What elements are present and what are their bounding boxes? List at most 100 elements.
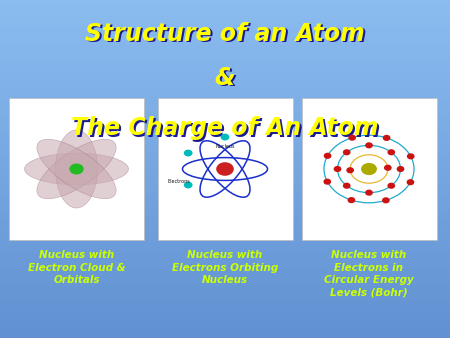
Bar [0, 197, 450, 203]
Bar [9, 98, 144, 240]
Text: Nucleus with
Electrons Orbiting
Nucleus: Nucleus with Electrons Orbiting Nucleus [172, 250, 278, 285]
Bar [0, 287, 450, 293]
Bar [0, 242, 450, 248]
Circle shape [184, 182, 192, 188]
Bar [0, 79, 450, 84]
Circle shape [347, 168, 353, 173]
Bar [0, 56, 450, 62]
Circle shape [217, 163, 233, 175]
Bar [0, 28, 450, 34]
Text: &: & [216, 67, 237, 92]
Circle shape [70, 164, 83, 174]
Circle shape [388, 183, 394, 188]
Ellipse shape [55, 130, 98, 208]
Bar [0, 225, 450, 231]
Bar [0, 152, 450, 158]
Circle shape [349, 135, 356, 140]
Bar [302, 98, 436, 240]
Bar [0, 192, 450, 197]
Bar [0, 180, 450, 186]
Circle shape [362, 164, 376, 174]
Bar [0, 254, 450, 259]
Bar [0, 96, 450, 101]
Circle shape [408, 154, 414, 159]
Circle shape [382, 198, 389, 203]
Circle shape [324, 179, 330, 184]
Bar [0, 17, 450, 23]
Circle shape [385, 165, 391, 170]
Circle shape [344, 183, 350, 188]
Bar [0, 175, 450, 180]
Bar [158, 98, 292, 240]
Circle shape [344, 150, 350, 155]
Bar [0, 73, 450, 79]
Circle shape [397, 167, 404, 171]
Circle shape [383, 136, 390, 140]
Bar [0, 321, 450, 327]
Circle shape [388, 150, 394, 155]
Bar [0, 310, 450, 315]
Ellipse shape [37, 139, 116, 199]
Bar [0, 203, 450, 209]
Circle shape [366, 190, 372, 195]
Text: Electrons: Electrons [167, 179, 190, 184]
Bar [0, 51, 450, 56]
Circle shape [407, 180, 414, 185]
Bar [0, 84, 450, 90]
Bar [0, 270, 450, 276]
Bar [0, 248, 450, 254]
Circle shape [334, 167, 341, 171]
Circle shape [348, 198, 355, 202]
Bar [0, 298, 450, 304]
Bar [0, 107, 450, 113]
Bar [0, 293, 450, 298]
Bar [0, 118, 450, 124]
Ellipse shape [24, 153, 129, 185]
Bar [0, 169, 450, 175]
Bar [0, 129, 450, 135]
Text: Nucleus with
Electron Cloud &
Orbitals: Nucleus with Electron Cloud & Orbitals [28, 250, 125, 285]
Bar [0, 237, 450, 242]
Text: Structure of an Atom: Structure of an Atom [87, 23, 367, 48]
Bar [0, 282, 450, 287]
Bar [0, 163, 450, 169]
Text: Nucleus: Nucleus [215, 144, 235, 149]
Bar [0, 11, 450, 17]
Bar [0, 62, 450, 68]
Bar [0, 158, 450, 163]
Circle shape [366, 143, 372, 148]
Bar [0, 186, 450, 192]
Text: &: & [215, 66, 235, 90]
Bar [0, 135, 450, 141]
Bar [0, 113, 450, 118]
Circle shape [221, 134, 229, 140]
Bar [0, 40, 450, 45]
Bar [0, 45, 450, 51]
Bar [0, 146, 450, 152]
Bar [0, 34, 450, 40]
Bar [0, 259, 450, 265]
Text: Structure of an Atom: Structure of an Atom [85, 22, 365, 46]
Text: The Charge of An Atom: The Charge of An Atom [71, 116, 379, 141]
Circle shape [324, 153, 331, 158]
Bar [0, 315, 450, 321]
Bar [0, 304, 450, 310]
Bar [0, 276, 450, 282]
Bar [0, 214, 450, 220]
Bar [0, 68, 450, 73]
Bar [0, 90, 450, 96]
Bar [0, 231, 450, 237]
Text: Nucleus with
Electrons in
Circular Energy
Levels (Bohr): Nucleus with Electrons in Circular Energ… [324, 250, 414, 297]
Bar [0, 327, 450, 332]
Circle shape [184, 150, 192, 156]
Text: The Charge of An Atom: The Charge of An Atom [73, 118, 381, 142]
Bar [0, 209, 450, 214]
Ellipse shape [37, 139, 116, 199]
Bar [0, 141, 450, 146]
Bar [0, 265, 450, 270]
Bar [0, 6, 450, 11]
Bar [0, 332, 450, 338]
Bar [0, 124, 450, 129]
Bar [0, 0, 450, 6]
Bar [0, 23, 450, 28]
